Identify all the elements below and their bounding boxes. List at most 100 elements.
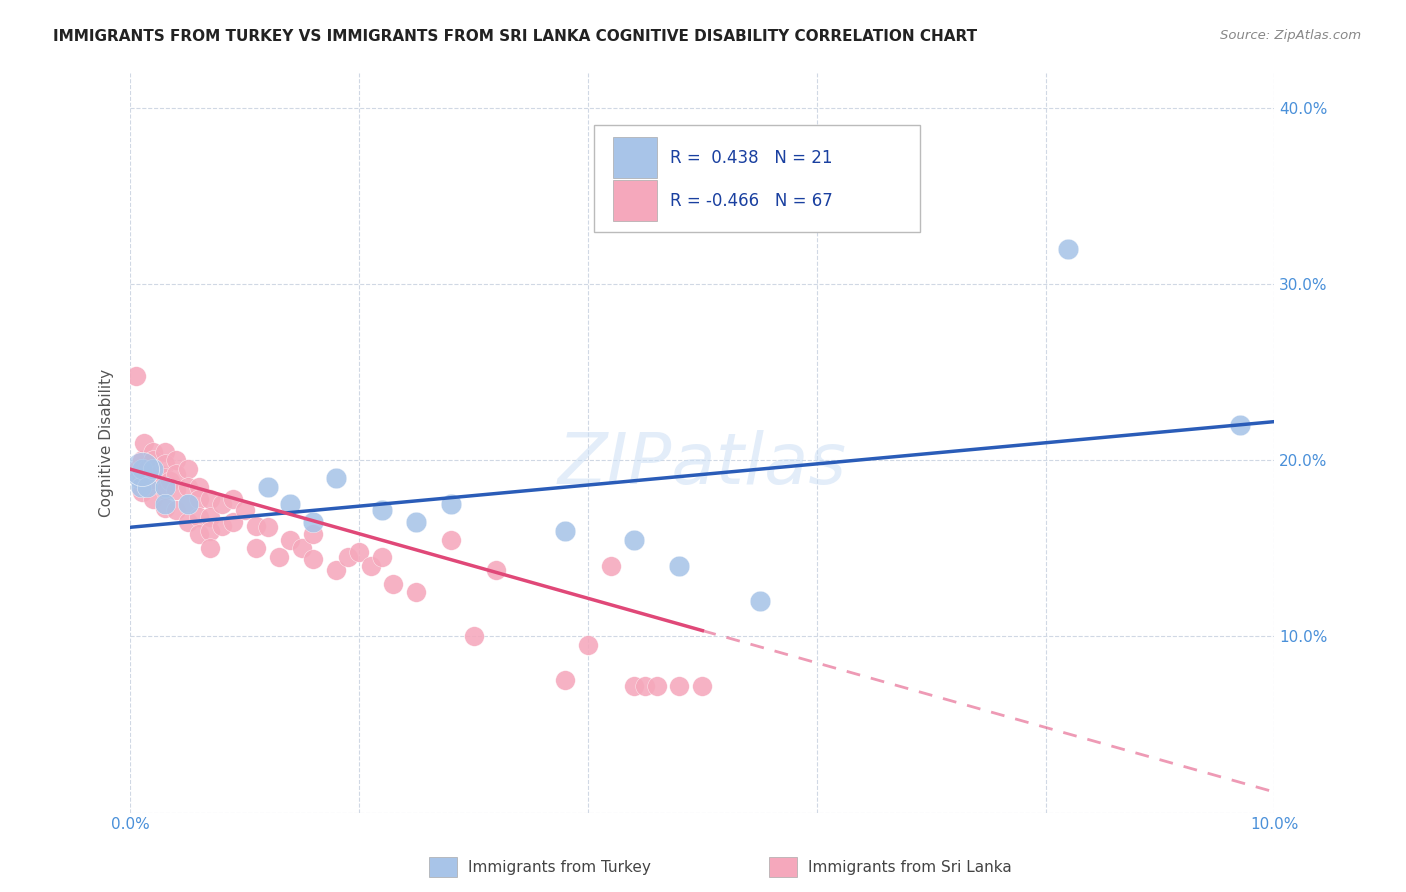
Point bbox=[360, 559, 382, 574]
Point bbox=[302, 515, 325, 529]
Point bbox=[554, 524, 576, 538]
Point bbox=[325, 471, 347, 485]
Point bbox=[440, 533, 463, 547]
Point bbox=[176, 497, 198, 511]
Point bbox=[256, 520, 278, 534]
Text: IMMIGRANTS FROM TURKEY VS IMMIGRANTS FROM SRI LANKA COGNITIVE DISABILITY CORRELA: IMMIGRANTS FROM TURKEY VS IMMIGRANTS FRO… bbox=[53, 29, 977, 44]
Point bbox=[176, 515, 198, 529]
Point bbox=[159, 475, 181, 489]
Point bbox=[211, 497, 233, 511]
Point bbox=[142, 492, 165, 507]
Bar bbox=[613, 180, 657, 221]
Point bbox=[176, 480, 198, 494]
Point bbox=[382, 576, 405, 591]
Point bbox=[136, 480, 159, 494]
Point bbox=[131, 485, 153, 500]
Point bbox=[142, 475, 165, 489]
Point bbox=[132, 435, 155, 450]
Y-axis label: Cognitive Disability: Cognitive Disability bbox=[100, 368, 114, 516]
Point bbox=[131, 462, 153, 476]
Point bbox=[302, 527, 325, 541]
Point bbox=[129, 480, 152, 494]
Point bbox=[1229, 418, 1251, 433]
Point bbox=[692, 679, 714, 693]
Point bbox=[485, 562, 508, 576]
FancyBboxPatch shape bbox=[593, 125, 920, 232]
Point bbox=[131, 453, 153, 467]
Point bbox=[176, 497, 198, 511]
Point bbox=[131, 471, 153, 485]
Point bbox=[165, 502, 187, 516]
Text: R = -0.466   N = 67: R = -0.466 N = 67 bbox=[671, 192, 834, 210]
Point bbox=[256, 480, 278, 494]
Point bbox=[131, 462, 153, 476]
Point bbox=[291, 541, 314, 556]
Point bbox=[142, 444, 165, 458]
Text: ZIPatlas: ZIPatlas bbox=[558, 431, 846, 500]
Text: Immigrants from Turkey: Immigrants from Turkey bbox=[468, 860, 651, 874]
Point bbox=[347, 545, 370, 559]
Point bbox=[371, 550, 394, 565]
Point bbox=[576, 638, 599, 652]
Point bbox=[222, 492, 245, 507]
Point bbox=[280, 533, 302, 547]
Point bbox=[142, 453, 165, 467]
Point bbox=[153, 483, 176, 498]
Point bbox=[222, 515, 245, 529]
Point bbox=[371, 502, 394, 516]
Point bbox=[668, 559, 690, 574]
Point bbox=[200, 492, 222, 507]
Point bbox=[188, 509, 211, 524]
Point bbox=[200, 524, 222, 538]
Point bbox=[211, 518, 233, 533]
Point bbox=[153, 480, 176, 494]
Point bbox=[440, 497, 463, 511]
Point bbox=[188, 527, 211, 541]
Point bbox=[153, 471, 176, 485]
Point bbox=[233, 502, 256, 516]
Point bbox=[131, 462, 153, 476]
Point bbox=[325, 562, 347, 576]
Point bbox=[634, 679, 657, 693]
Point bbox=[188, 492, 211, 507]
Point bbox=[136, 462, 159, 476]
Point bbox=[127, 462, 149, 476]
Point bbox=[280, 497, 302, 511]
Point bbox=[668, 679, 690, 693]
Bar bbox=[613, 137, 657, 178]
Point bbox=[599, 559, 621, 574]
Text: R =  0.438   N = 21: R = 0.438 N = 21 bbox=[671, 149, 832, 167]
Point bbox=[1057, 242, 1080, 256]
Point bbox=[142, 462, 165, 476]
Text: Source: ZipAtlas.com: Source: ZipAtlas.com bbox=[1220, 29, 1361, 42]
Point bbox=[463, 630, 485, 644]
Point bbox=[176, 462, 198, 476]
Point bbox=[165, 483, 187, 498]
Point bbox=[645, 679, 668, 693]
Point bbox=[267, 550, 290, 565]
Point bbox=[302, 552, 325, 566]
Point bbox=[623, 533, 645, 547]
Point bbox=[245, 518, 267, 533]
Point bbox=[336, 550, 359, 565]
Text: Immigrants from Sri Lanka: Immigrants from Sri Lanka bbox=[808, 860, 1012, 874]
Point bbox=[142, 462, 165, 476]
Point bbox=[153, 444, 176, 458]
Point bbox=[128, 471, 150, 485]
Point bbox=[748, 594, 770, 608]
Point bbox=[153, 457, 176, 471]
Point bbox=[165, 453, 187, 467]
Point bbox=[125, 368, 148, 383]
Point bbox=[405, 585, 427, 599]
Point bbox=[554, 673, 576, 688]
Point bbox=[200, 541, 222, 556]
Point bbox=[153, 497, 176, 511]
Point bbox=[405, 515, 427, 529]
Point bbox=[245, 541, 267, 556]
Point bbox=[153, 500, 176, 515]
Point bbox=[165, 467, 187, 482]
Point bbox=[623, 679, 645, 693]
Point bbox=[200, 509, 222, 524]
Point bbox=[188, 480, 211, 494]
Point bbox=[148, 467, 170, 482]
